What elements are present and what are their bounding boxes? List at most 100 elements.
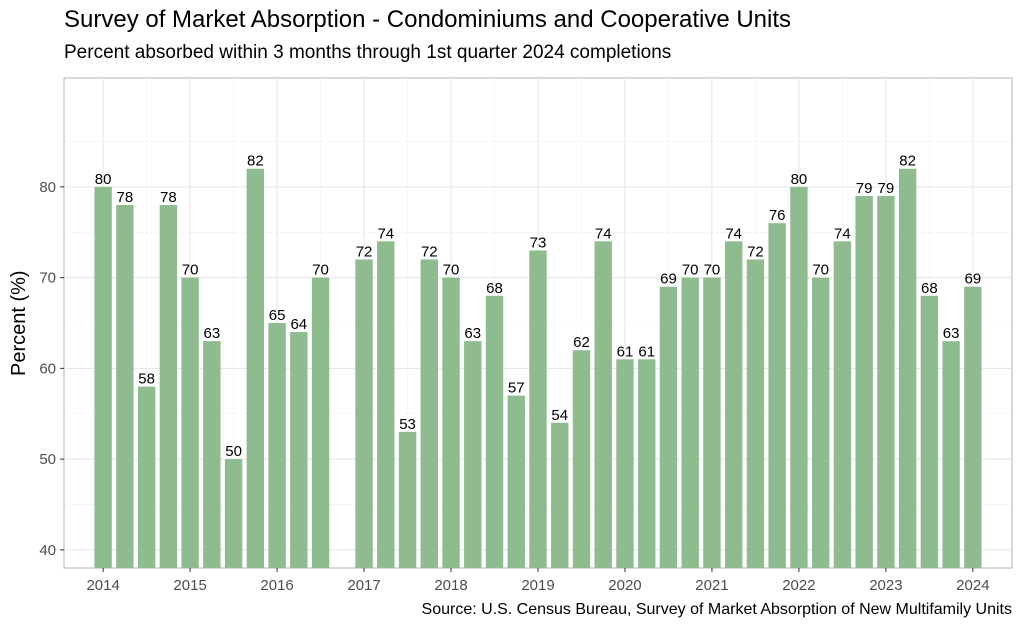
data-label: 68 (921, 280, 938, 297)
y-tick-label: 80 (39, 179, 56, 196)
data-label: 53 (399, 416, 416, 433)
data-label: 69 (660, 271, 677, 288)
data-label: 54 (551, 407, 568, 424)
bar (355, 259, 373, 568)
bar (768, 223, 786, 568)
bar (964, 286, 982, 568)
bar (398, 431, 417, 568)
data-label: 61 (638, 343, 655, 360)
bar (898, 168, 917, 569)
x-tick-label: 2022 (782, 577, 815, 594)
y-tick-label: 70 (39, 270, 56, 287)
data-label: 61 (617, 343, 634, 360)
data-label: 78 (160, 189, 177, 206)
bar (659, 286, 678, 568)
data-label: 70 (704, 262, 721, 279)
data-label: 76 (769, 207, 786, 224)
data-label: 70 (812, 262, 829, 279)
bar (159, 205, 178, 568)
y-tick-label: 60 (39, 360, 56, 377)
bar (181, 277, 199, 568)
data-label: 73 (530, 234, 547, 251)
bar (833, 241, 852, 569)
x-tick-label: 2021 (695, 577, 728, 594)
chart-title: Survey of Market Absorption - Condominiu… (64, 6, 792, 33)
bar (638, 359, 656, 568)
bar (681, 277, 699, 568)
bar (203, 341, 221, 568)
bar (877, 195, 895, 569)
chart-subtitle: Percent absorbed within 3 months through… (64, 42, 672, 63)
x-tick-label: 2018 (434, 577, 467, 594)
bar (790, 186, 808, 568)
data-label: 70 (312, 262, 329, 279)
data-label: 70 (443, 262, 460, 279)
x-tick-label: 2017 (347, 577, 380, 594)
bar (464, 341, 482, 568)
data-label: 57 (508, 380, 525, 397)
data-label: 72 (356, 243, 373, 260)
bar (616, 359, 634, 568)
data-label: 79 (856, 180, 873, 197)
x-tick-label: 2014 (86, 577, 119, 594)
bar (746, 259, 765, 568)
y-tick-label: 40 (39, 542, 56, 559)
bar (811, 277, 830, 568)
bar (572, 350, 591, 568)
data-labels: 8078587870635082656470727453727063685773… (95, 153, 981, 460)
data-label: 63 (943, 325, 960, 342)
bar (529, 250, 547, 568)
data-label: 65 (269, 307, 286, 324)
bar (224, 459, 243, 568)
data-label: 82 (899, 153, 916, 170)
bar (920, 295, 939, 568)
bar (724, 241, 743, 569)
data-label: 64 (290, 316, 307, 333)
x-tick-label: 2020 (608, 577, 641, 594)
x-tick-label: 2015 (173, 577, 206, 594)
data-label: 62 (573, 334, 590, 351)
bar (442, 277, 460, 568)
data-label: 79 (878, 180, 895, 197)
bar (942, 341, 960, 568)
y-tick-label: 50 (39, 451, 56, 468)
bar (268, 323, 286, 568)
bar (311, 277, 330, 568)
data-label: 80 (791, 171, 808, 188)
bar (703, 277, 721, 568)
data-label: 70 (182, 262, 199, 279)
x-tick-label: 2016 (260, 577, 293, 594)
bar (377, 241, 395, 569)
data-label: 69 (965, 271, 982, 288)
data-label: 80 (95, 171, 112, 188)
data-label: 74 (377, 225, 394, 242)
source-caption: Source: U.S. Census Bureau, Survey of Ma… (421, 601, 1012, 618)
bar (551, 422, 569, 568)
bar (420, 259, 438, 568)
data-label: 74 (725, 225, 742, 242)
bar (485, 295, 504, 568)
x-tick-label: 2023 (869, 577, 902, 594)
bar (94, 186, 112, 568)
bar (855, 195, 873, 569)
data-label: 70 (682, 262, 699, 279)
bar (507, 395, 525, 568)
data-label: 63 (204, 325, 221, 342)
data-label: 78 (117, 189, 134, 206)
data-label: 50 (225, 443, 242, 460)
data-label: 72 (421, 243, 438, 260)
x-tick-label: 2019 (521, 577, 554, 594)
axes: 40 50 60 70 80 2014 2015 2016 2017 2018 2019 2020 20… (39, 179, 989, 594)
bar (246, 168, 265, 569)
bar (290, 332, 308, 568)
data-label: 72 (747, 243, 764, 260)
data-label: 82 (247, 153, 264, 170)
data-label: 63 (464, 325, 481, 342)
bars (94, 168, 982, 569)
x-tick-label: 2024 (956, 577, 989, 594)
data-label: 58 (138, 371, 155, 388)
data-label: 68 (486, 280, 503, 297)
bar (137, 386, 156, 568)
data-label: 74 (834, 225, 851, 242)
